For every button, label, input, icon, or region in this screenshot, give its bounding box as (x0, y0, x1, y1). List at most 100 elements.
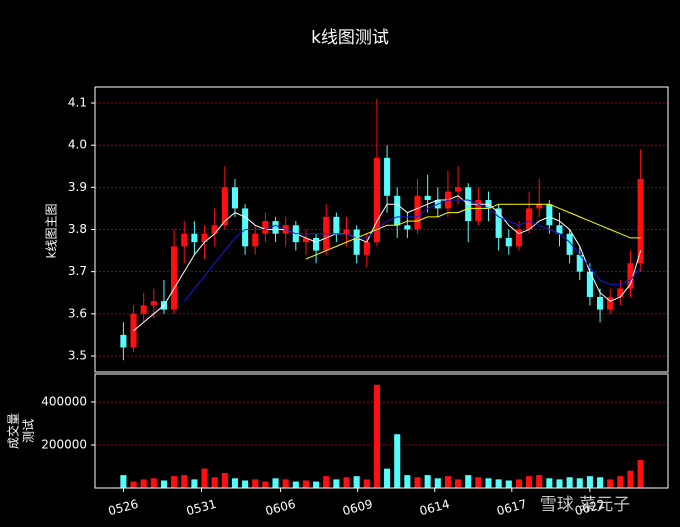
candle-body (262, 221, 269, 234)
candle-body (475, 199, 482, 222)
volume-bar (373, 384, 380, 488)
candle-body (576, 254, 583, 272)
candle-body (495, 208, 502, 238)
volume-bar (302, 480, 309, 488)
y-tick-label: 200000 (41, 437, 87, 451)
volume-bar (414, 477, 421, 488)
y-tick-label: 3.8 (68, 222, 87, 236)
volume-bar (424, 475, 431, 488)
line-series (183, 199, 642, 302)
candle-body (171, 246, 178, 310)
volume-bar (181, 475, 188, 488)
volume-bar (576, 478, 583, 488)
y-axis-label: 测试 (21, 419, 36, 443)
candle-body (526, 208, 533, 230)
candle-body (333, 216, 340, 234)
volume-bar (627, 470, 634, 488)
y-axis-label: k线图主图 (45, 204, 59, 259)
line-series (305, 203, 641, 260)
volume-bar (546, 478, 553, 488)
volume-bar (444, 476, 451, 488)
volume-bar (171, 476, 178, 488)
volume-bar (120, 475, 127, 488)
candle-body (272, 221, 279, 234)
volume-bar (566, 477, 573, 488)
volume-bar (272, 478, 279, 488)
chart-title: k线图测试 (311, 28, 389, 48)
candle-body (221, 187, 228, 226)
candle-body (343, 229, 350, 234)
candle-body (414, 195, 421, 230)
volume-bar (242, 480, 249, 488)
volume-bar (252, 479, 259, 488)
candle-body (597, 296, 604, 310)
volume-bar (333, 479, 340, 488)
volume-bar (404, 475, 411, 488)
candle-body (556, 225, 563, 234)
candle-body (536, 204, 543, 209)
candle-body (546, 204, 553, 226)
candle-body (363, 242, 370, 255)
volume-bar (586, 476, 593, 488)
candle-body (607, 296, 614, 310)
volume-bar (353, 476, 360, 488)
y-tick-label: 3.7 (68, 264, 87, 278)
candle-body (313, 237, 320, 251)
volume-bar (617, 476, 624, 488)
y-tick-label: 3.6 (68, 306, 87, 320)
volume-bar (637, 460, 644, 488)
candle-body (302, 237, 309, 243)
volume-bar (140, 479, 147, 488)
candle-body (181, 233, 188, 247)
volume-bar (313, 481, 320, 488)
volume-bar (231, 478, 238, 488)
candle-body (120, 334, 127, 348)
volume-bar (515, 479, 522, 488)
volume-bar (221, 472, 228, 488)
volume-bar (434, 478, 441, 488)
candle-body (637, 178, 644, 264)
candle-body (404, 225, 411, 230)
y-tick-label: 4.1 (68, 96, 87, 110)
candle-body (384, 157, 391, 196)
volume-bar (607, 479, 614, 488)
candle-body (201, 233, 208, 243)
candle-body (424, 195, 431, 200)
y-tick-label: 4.0 (68, 138, 87, 152)
volume-bar (597, 477, 604, 488)
volume-bar (465, 475, 472, 488)
volume-bar (495, 479, 502, 488)
volume-bar (455, 479, 462, 488)
volume-bar (160, 480, 168, 488)
y-tick-label: 3.5 (68, 348, 87, 362)
line-series (133, 195, 642, 332)
volume-bar (394, 434, 401, 488)
plot-frame (94, 373, 669, 489)
volume-bar (475, 477, 482, 488)
volume-bar (323, 476, 330, 488)
candle-body (627, 263, 634, 289)
candle-body (242, 208, 249, 247)
candle-body (140, 305, 147, 314)
candle-body (373, 157, 380, 243)
volume-bar (130, 481, 137, 488)
volume-bar (191, 479, 198, 488)
volume-bar (536, 475, 543, 488)
y-tick-label: 3.9 (68, 180, 87, 194)
candle-body (566, 233, 573, 255)
candle-body (150, 301, 157, 306)
volume-bar (262, 481, 269, 488)
y-axis-label: 成交量 (6, 413, 21, 449)
candle-body (455, 187, 462, 192)
volume-bar (526, 476, 533, 488)
candle-body (252, 233, 259, 247)
volume-bar (556, 479, 563, 488)
candle-body (505, 237, 512, 247)
candle-body (191, 233, 198, 243)
volume-bar (292, 481, 299, 488)
plot-frame (94, 86, 669, 373)
candle-body (353, 229, 360, 255)
candle-body (211, 225, 218, 234)
volume-bar (505, 480, 512, 488)
